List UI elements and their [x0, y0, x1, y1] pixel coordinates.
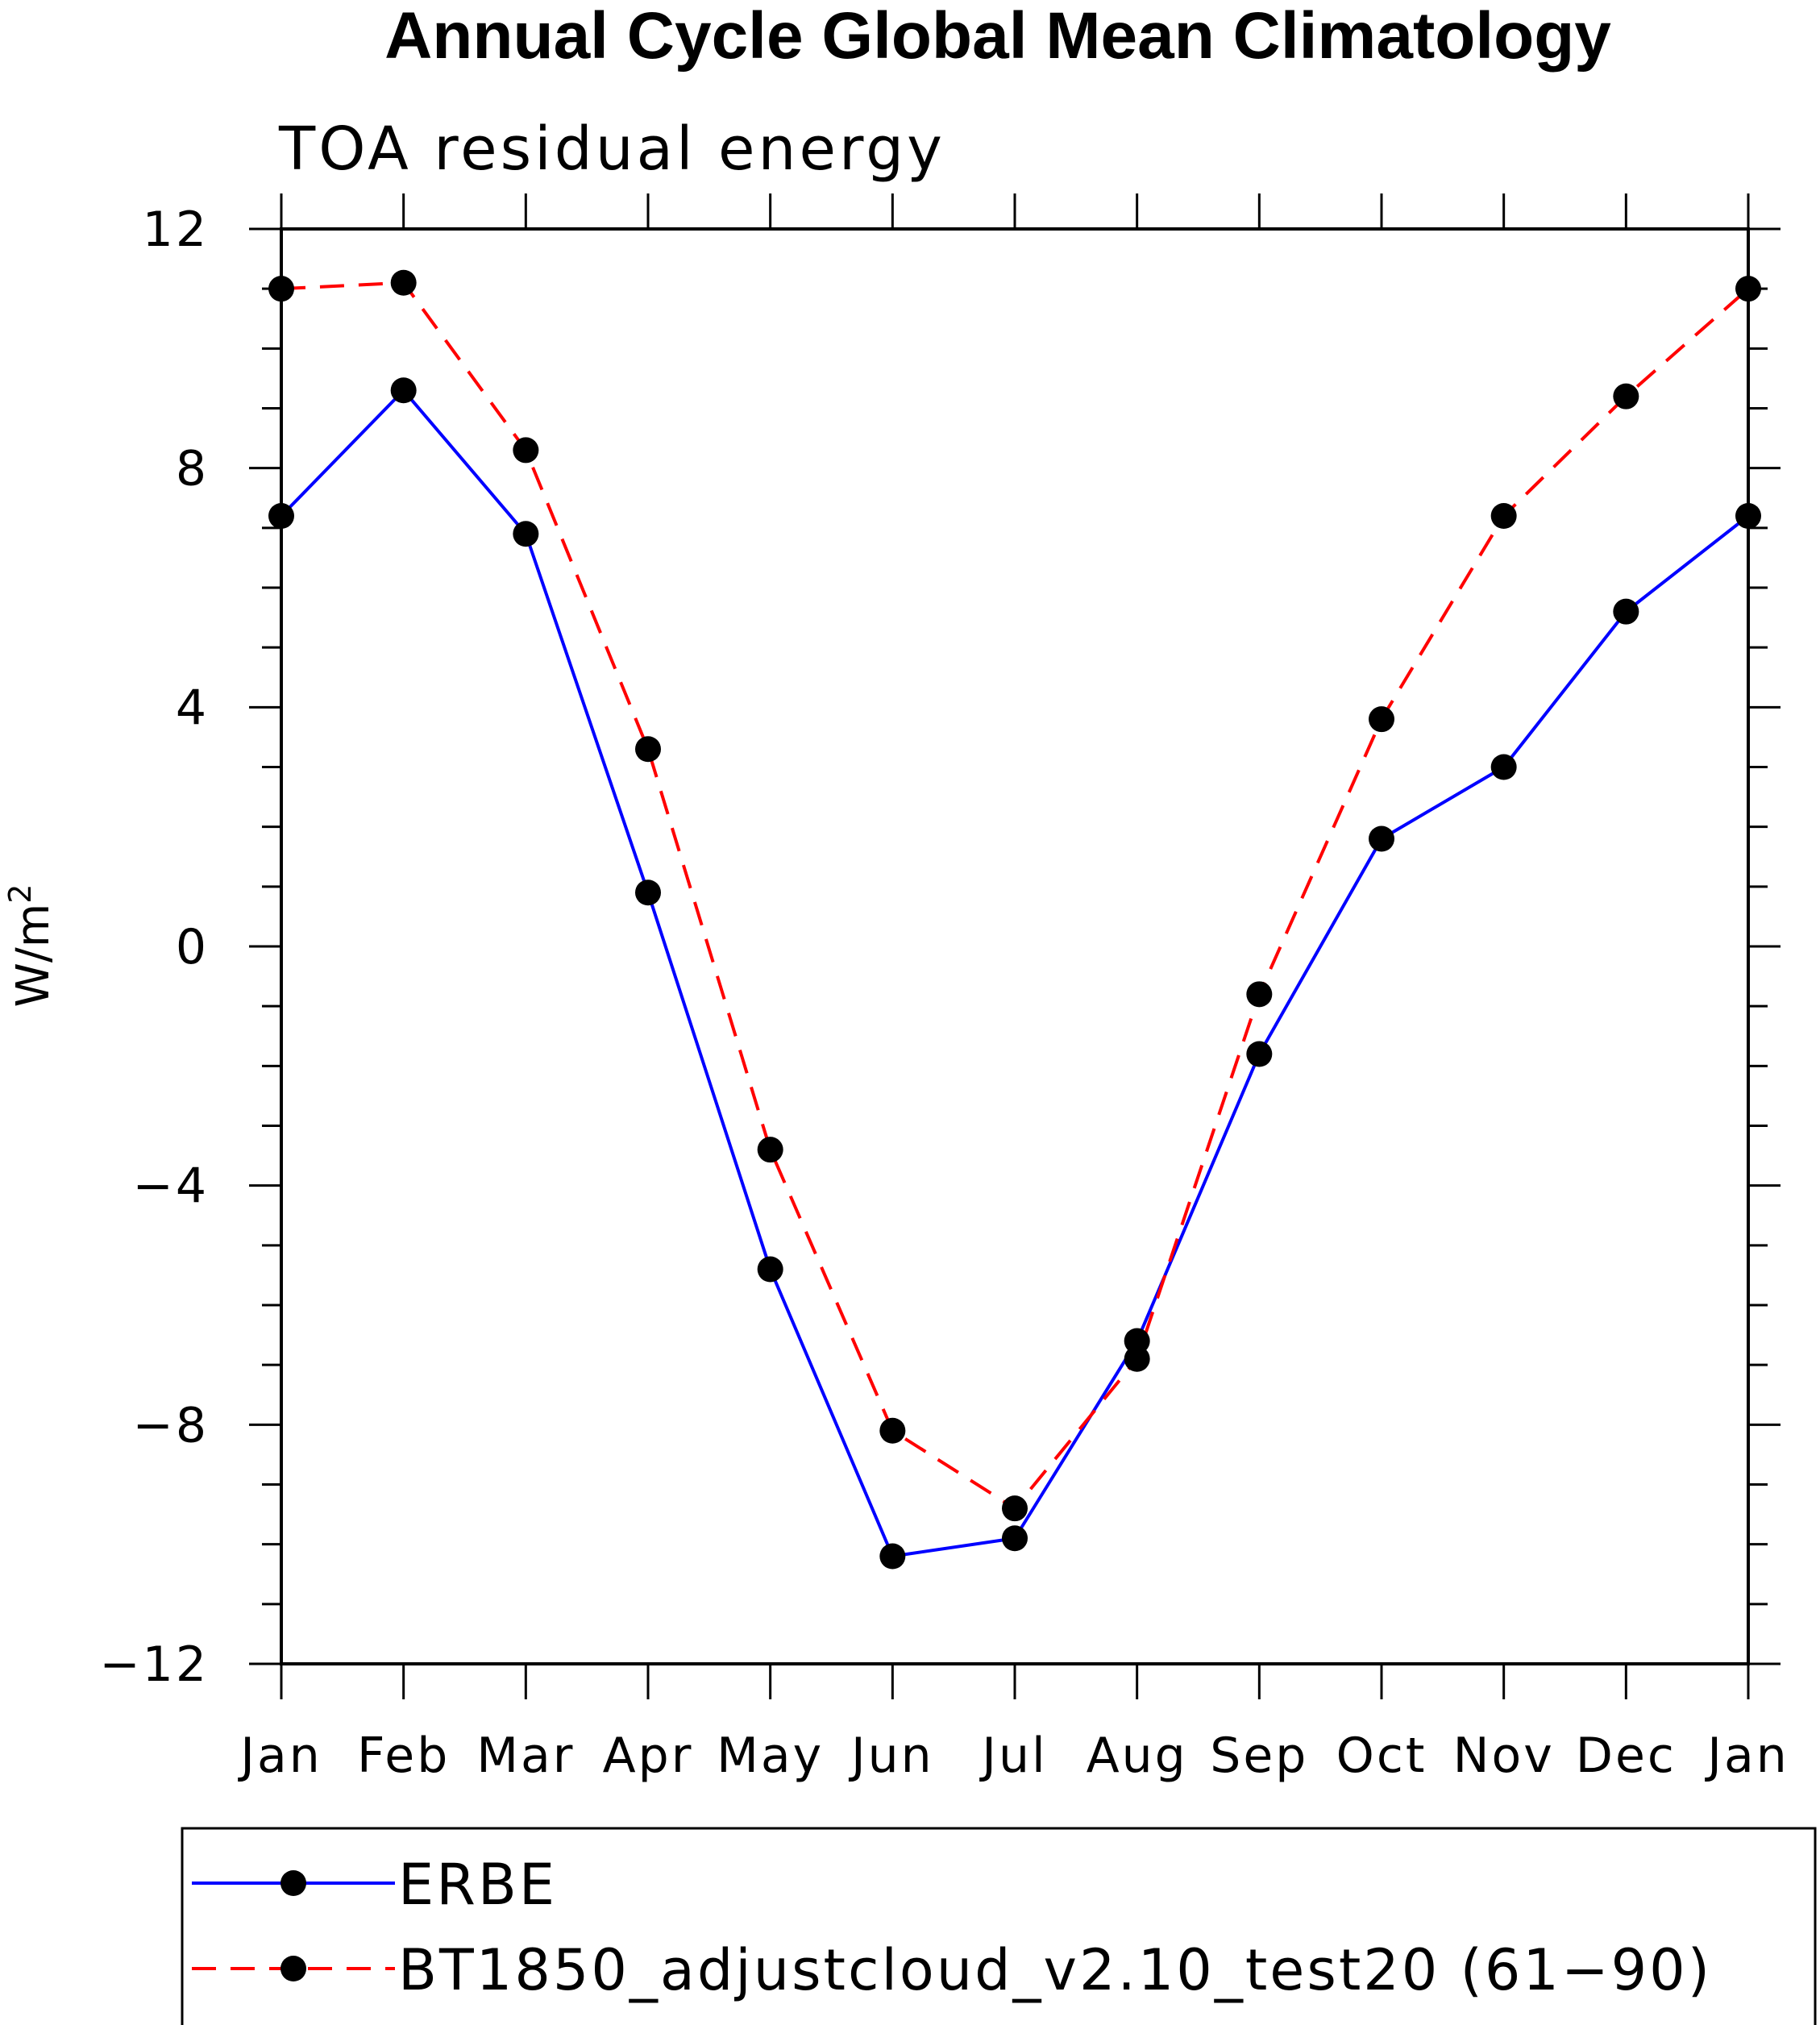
legend: ERBE BT1850_adjustcloud_v2.10_test20 (61…	[181, 1827, 1817, 2025]
series-line-1	[280, 281, 1750, 1511]
plot-area	[280, 227, 1750, 1665]
x-tick-labels: Jan Feb Mar Apr May Jun Jul Aug Sep Oct Nov Dec Jan	[237, 1728, 1789, 1784]
series-1-point	[757, 1137, 783, 1163]
series-0-point	[513, 521, 539, 547]
axis-ticks	[249, 193, 1781, 1699]
series-1-point	[635, 736, 661, 763]
x-tick-label: Dec	[1576, 1728, 1677, 1784]
series-0-point	[1124, 1328, 1150, 1354]
series-1-point	[1002, 1495, 1028, 1522]
series-1-point	[1369, 706, 1394, 733]
y-tick-label: 8	[176, 441, 209, 497]
y-axis-label: W/m2	[2, 884, 60, 1008]
y-tick-label: −12	[99, 1636, 209, 1693]
legend-marker-model	[280, 1956, 306, 1981]
x-tick-label: Nov	[1453, 1728, 1555, 1784]
y-tick-labels: −12 −8 −4 0 4 8 12	[99, 202, 209, 1693]
x-tick-label: Aug	[1087, 1728, 1188, 1784]
x-tick-label: Apr	[603, 1728, 694, 1784]
legend-label-model: BT1850_adjustcloud_v2.10_test20 (61−90)	[398, 1937, 1712, 2003]
series-0-point	[1735, 503, 1761, 529]
x-tick-label: Sep	[1210, 1728, 1308, 1784]
y-tick-label: −8	[133, 1397, 209, 1453]
series-0-point	[1246, 1041, 1273, 1067]
series-1-point	[1735, 276, 1761, 302]
y-tick-label: 12	[143, 202, 209, 258]
chart-subtitle: TOA residual energy	[278, 114, 945, 184]
series-1-point	[879, 1417, 906, 1444]
series-1-point	[268, 276, 294, 302]
series-0-point	[1369, 825, 1394, 852]
x-tick-label: Oct	[1336, 1728, 1427, 1784]
series-0-point	[635, 879, 661, 906]
series-1-point	[513, 437, 539, 464]
series-0-point	[1490, 754, 1517, 780]
x-tick-label: Mar	[476, 1728, 575, 1784]
series-1-point	[1246, 981, 1273, 1008]
x-tick-label: Feb	[357, 1728, 450, 1784]
series-0-point	[879, 1543, 906, 1570]
y-tick-label: 4	[176, 680, 209, 736]
x-tick-label: Jan	[237, 1728, 322, 1784]
y-tick-label: −4	[133, 1158, 209, 1215]
series-layer	[268, 269, 1761, 1570]
series-1-point	[1124, 1345, 1150, 1372]
series-0-point	[757, 1256, 783, 1283]
x-tick-label: Jan	[1704, 1728, 1789, 1784]
series-1-point	[390, 269, 417, 296]
series-line-0	[280, 389, 1750, 1558]
chart-title: Annual Cycle Global Mean Climatology	[384, 0, 1611, 73]
series-1-point	[1490, 503, 1517, 529]
x-tick-label: Jun	[848, 1728, 934, 1784]
series-1-point	[1613, 383, 1639, 410]
series-0-point	[1002, 1525, 1028, 1552]
legend-label-erbe: ERBE	[398, 1852, 557, 1918]
x-tick-label: May	[717, 1728, 824, 1784]
legend-marker-erbe	[280, 1870, 306, 1896]
series-0-point	[268, 503, 294, 529]
series-0-point	[1613, 598, 1639, 625]
legend-box	[181, 1827, 1817, 2025]
series-0-point	[390, 377, 417, 404]
y-tick-label: 0	[176, 919, 209, 975]
x-tick-label: Jul	[979, 1728, 1047, 1784]
